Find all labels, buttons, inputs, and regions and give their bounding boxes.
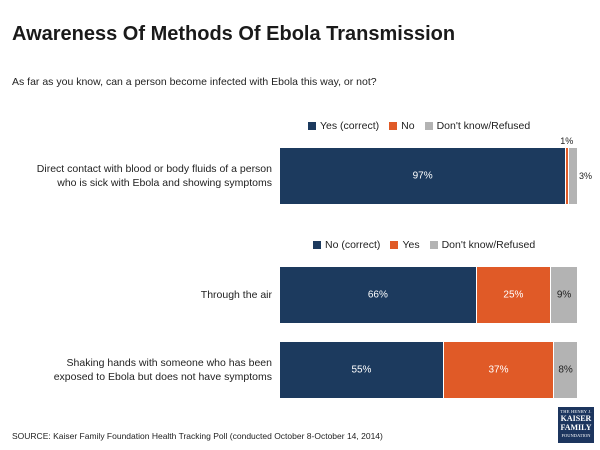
data-label: 55%	[351, 364, 372, 376]
source-note: SOURCE: Kaiser Family Foundation Health …	[12, 431, 383, 441]
legend-label: Don't know/Refused	[436, 120, 531, 132]
bar-segment: 97%	[280, 148, 567, 204]
data-label: 25%	[503, 289, 524, 301]
legend-item: No (correct)	[313, 239, 380, 251]
legend-swatch	[313, 241, 321, 249]
legend-item: Don't know/Refused	[429, 239, 536, 251]
chart-title: Awareness Of Methods Of Ebola Transmissi…	[12, 23, 456, 45]
bar-segment: 8%	[554, 342, 578, 398]
bar-segment: 66%	[280, 267, 477, 323]
legend-label: No (correct)	[325, 239, 381, 251]
legend-label: Yes (correct)	[320, 120, 380, 132]
bar-segment: 55%	[280, 342, 444, 398]
data-label: 66%	[367, 289, 388, 301]
legend-item: Don't know/Refused	[424, 120, 531, 132]
category-label: Shaking hands with someone who has been e…	[54, 356, 272, 384]
legend-item: Yes	[390, 239, 420, 251]
logo-line-3: FAMILY	[560, 423, 592, 432]
bar-segment: 25%	[476, 267, 552, 323]
bar-segment: 37%	[443, 342, 555, 398]
category-label-line: Shaking hands with someone who has been	[66, 357, 272, 369]
category-label: Direct contact with blood or body fluids…	[37, 162, 272, 190]
data-label: 9%	[556, 289, 572, 301]
legend-label: Don't know/Refused	[441, 239, 536, 251]
legend-label: No	[401, 120, 415, 132]
category-label-line: Direct contact with blood or body fluids…	[36, 163, 272, 175]
legend-swatch	[308, 122, 316, 130]
legend-label: Yes	[402, 239, 420, 251]
legend-swatch	[390, 241, 399, 249]
logo-line-1: THE HENRY J.	[560, 409, 592, 414]
legend-1: Yes (correct) No Don't know/Refused	[308, 120, 540, 132]
legend-item: Yes (correct)	[308, 120, 379, 132]
data-label: 37%	[488, 364, 509, 376]
legend-swatch	[429, 241, 438, 249]
logo-line-2: KAISER	[560, 414, 592, 423]
category-label-line: exposed to Ebola but does not have sympt…	[53, 371, 272, 383]
bar-segment	[566, 148, 570, 204]
legend-swatch	[424, 122, 433, 130]
data-label: 3%	[579, 171, 593, 181]
legend-2: No (correct) Yes Don't know/Refused	[313, 239, 545, 251]
category-label: Through the air	[201, 288, 272, 302]
data-label: 97%	[412, 170, 433, 182]
category-label-line: Through the air	[200, 289, 272, 301]
stacked-bar: 97%	[280, 148, 578, 204]
kff-logo: THE HENRY J. KAISER FAMILY FOUNDATION	[558, 407, 594, 443]
data-label: 1%	[560, 136, 574, 146]
legend-item: No	[389, 120, 415, 132]
legend-swatch	[389, 122, 398, 130]
data-label: 8%	[558, 364, 573, 376]
chart-subtitle: As far as you know, can a person become …	[12, 76, 377, 88]
stacked-bar: 55% 37% 8%	[280, 342, 578, 398]
bar-segment: 9%	[551, 267, 578, 323]
bar-segment	[569, 148, 578, 204]
logo-line-4: FOUNDATION	[561, 433, 591, 438]
category-label-line: who is sick with Ebola and showing sympt…	[57, 177, 272, 189]
stacked-bar: 66% 25% 9%	[280, 267, 578, 323]
